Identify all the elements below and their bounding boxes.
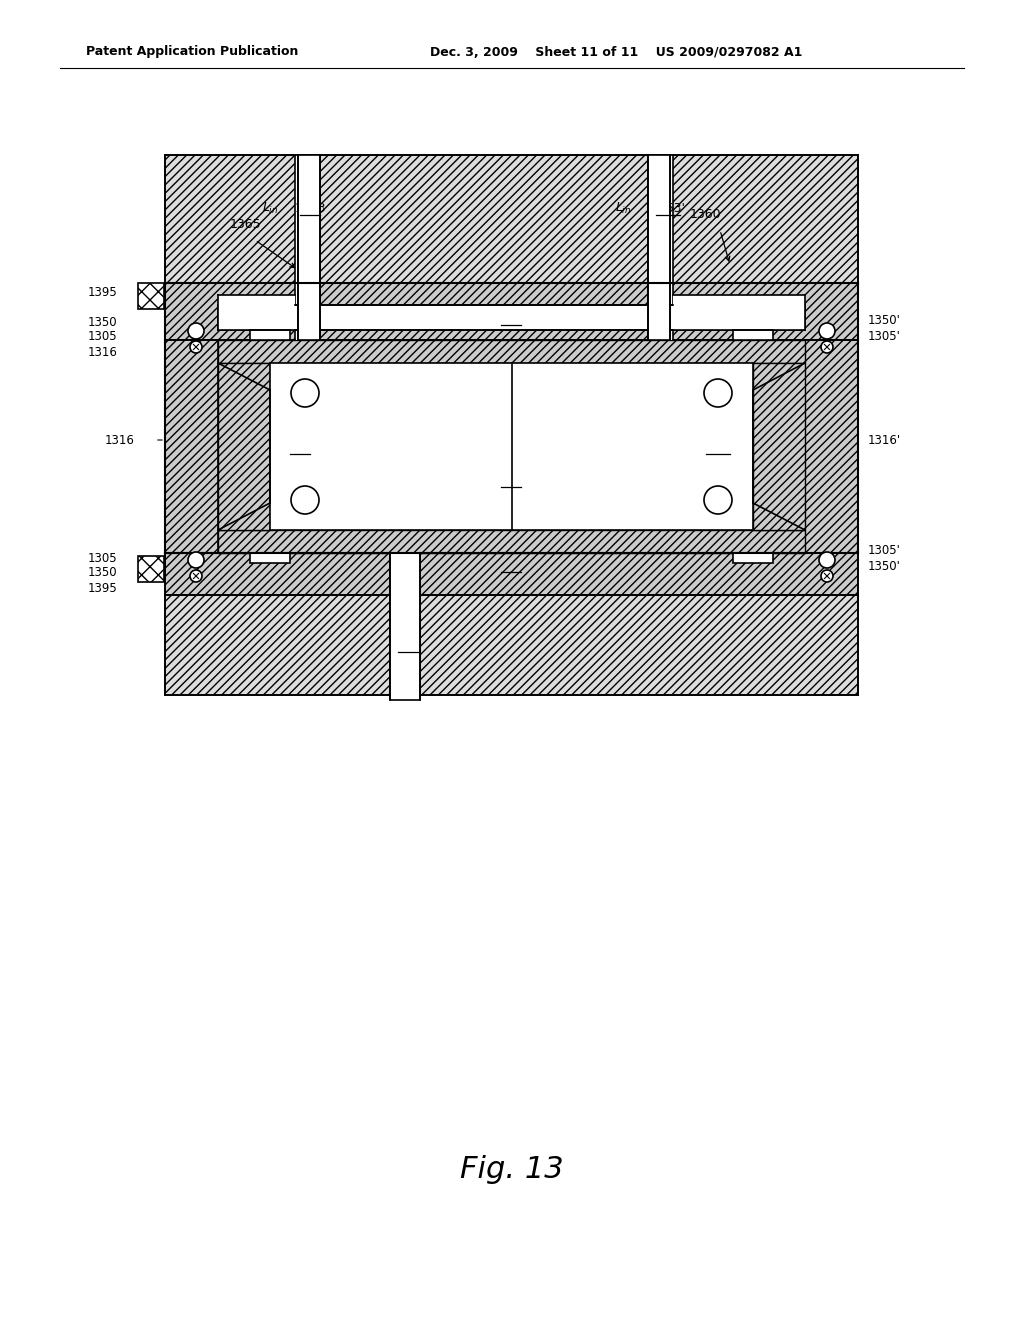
Text: $L_{out}$: $L_{out}$ (345, 638, 369, 652)
Bar (250, 553, 290, 564)
Text: Patent Application Publication: Patent Application Publication (86, 45, 298, 58)
Bar (295, 154, 319, 282)
Bar (165, 154, 858, 282)
Text: 1366: 1366 (496, 558, 526, 572)
Text: Dec. 3, 2009    Sheet 11 of 11    US 2009/0297082 A1: Dec. 3, 2009 Sheet 11 of 11 US 2009/0297… (430, 45, 803, 58)
Circle shape (188, 323, 204, 339)
Text: 1350: 1350 (88, 565, 118, 578)
Text: 1305': 1305' (868, 544, 901, 557)
Bar (218, 341, 805, 553)
Text: 1363': 1363' (650, 202, 685, 214)
Circle shape (821, 341, 833, 352)
Bar (733, 330, 773, 341)
Text: 1365: 1365 (392, 639, 424, 652)
Bar (218, 305, 805, 330)
Circle shape (819, 552, 835, 568)
Bar (138, 556, 164, 582)
Circle shape (819, 323, 835, 339)
Text: 1350': 1350' (868, 314, 901, 326)
Text: 1316: 1316 (88, 346, 118, 359)
Bar (165, 341, 218, 553)
Bar (648, 282, 673, 341)
Text: 1364: 1364 (496, 312, 526, 325)
Bar (138, 282, 164, 309)
Text: 1350': 1350' (868, 560, 901, 573)
Text: 1350: 1350 (88, 315, 118, 329)
Bar (270, 363, 753, 531)
Text: 1318: 1318 (365, 413, 396, 426)
Text: $L_{in}$: $L_{in}$ (262, 201, 279, 215)
Bar (218, 294, 295, 330)
Text: 1316: 1316 (105, 433, 135, 446)
Bar (250, 330, 290, 341)
Text: 1363: 1363 (294, 202, 326, 214)
Circle shape (190, 570, 202, 582)
Text: 1395: 1395 (88, 285, 118, 298)
Circle shape (821, 570, 833, 582)
Text: 1365: 1365 (175, 648, 207, 661)
Text: 1320: 1320 (285, 441, 315, 454)
Text: $L_{in}$: $L_{in}$ (615, 201, 632, 215)
Bar (733, 553, 773, 564)
Circle shape (291, 486, 319, 513)
Circle shape (291, 379, 319, 407)
Text: 1305: 1305 (88, 552, 118, 565)
Bar (648, 154, 673, 282)
Bar (165, 595, 390, 696)
Text: 1316': 1316' (868, 433, 901, 446)
Text: 1305': 1305' (868, 330, 901, 343)
Text: 1320': 1320' (700, 441, 735, 454)
Bar (165, 553, 858, 595)
Circle shape (705, 486, 732, 513)
Bar (753, 363, 805, 531)
Bar (298, 154, 319, 341)
Text: 1360: 1360 (670, 648, 701, 661)
Text: 1305: 1305 (88, 330, 118, 343)
Text: 1360: 1360 (690, 209, 722, 222)
Circle shape (190, 341, 202, 352)
Bar (420, 595, 858, 696)
Bar (390, 553, 420, 595)
Text: 1301: 1301 (496, 474, 526, 487)
Bar (673, 294, 805, 330)
Bar (218, 363, 270, 531)
Text: 1318': 1318' (520, 413, 555, 426)
Bar (218, 531, 805, 553)
Text: Fig. 13: Fig. 13 (460, 1155, 564, 1184)
Text: 1365: 1365 (230, 219, 261, 231)
Text: 1395: 1395 (88, 582, 118, 594)
Bar (218, 341, 805, 363)
Bar (295, 282, 319, 341)
Bar (648, 154, 670, 341)
Bar (390, 553, 420, 700)
Circle shape (705, 379, 732, 407)
Bar (805, 341, 858, 553)
Circle shape (188, 552, 204, 568)
Bar (165, 282, 858, 341)
